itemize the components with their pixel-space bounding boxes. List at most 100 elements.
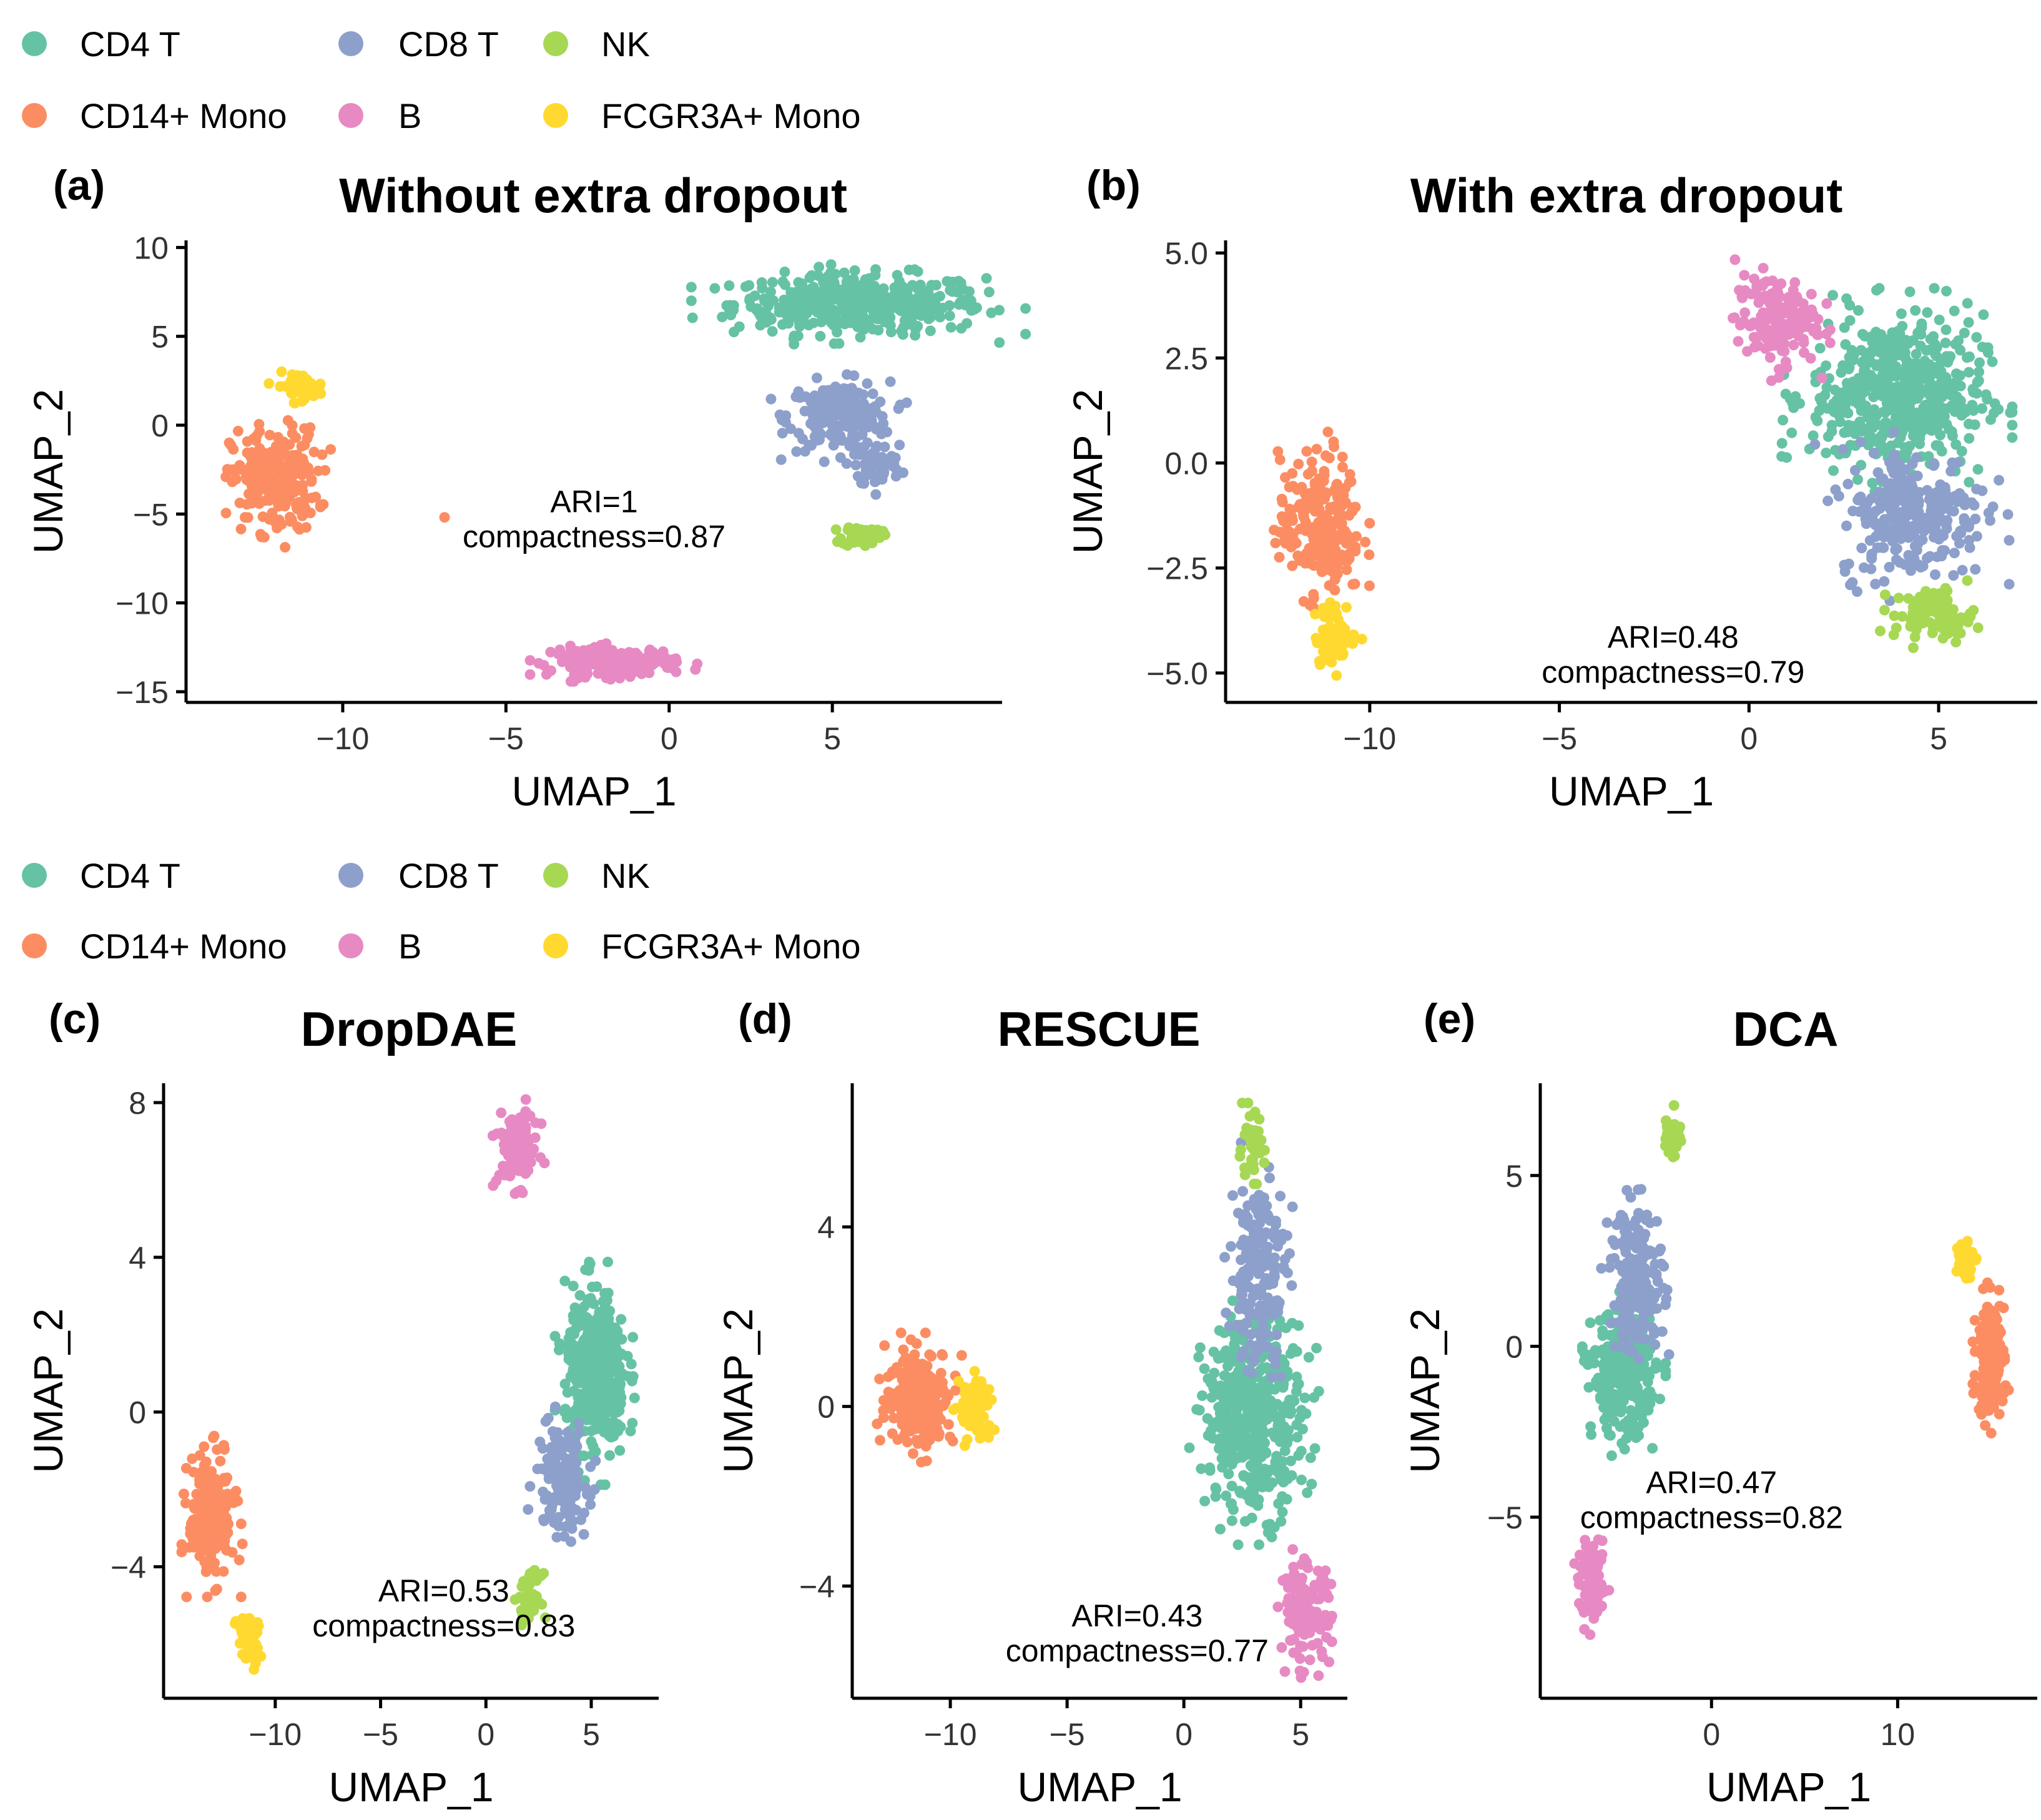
point-b	[692, 658, 703, 669]
legend-label: CD14+ Mono	[80, 96, 287, 135]
point-b	[1776, 345, 1788, 357]
point-nk	[1259, 1144, 1270, 1156]
point-nk	[524, 1568, 536, 1579]
point-cd8t	[1949, 548, 1960, 559]
point-cd4t	[1896, 308, 1907, 319]
point-cd8t	[1970, 564, 1981, 575]
point-cd4t	[885, 312, 896, 323]
point-cd4t	[956, 323, 967, 334]
point-cd4t	[1821, 448, 1832, 458]
point-cd4t	[1309, 1392, 1320, 1403]
point-cd4t	[1899, 442, 1911, 453]
point-cd8t	[1926, 501, 1937, 512]
point-cd14	[272, 523, 283, 534]
point-cd4t	[1856, 403, 1867, 414]
point-cd8t	[1257, 1193, 1268, 1204]
point-cd4t	[849, 265, 860, 276]
ari-annotation: ARI=0.48	[1608, 620, 1739, 655]
point-b	[1296, 1672, 1307, 1683]
point-b	[1821, 298, 1832, 309]
point-b	[530, 1117, 541, 1128]
point-cd8t	[1237, 1186, 1248, 1197]
point-cd14	[1364, 518, 1375, 529]
point-cd8t	[790, 391, 802, 402]
point-cd8t	[839, 413, 850, 424]
point-cd4t	[779, 279, 790, 290]
point-cd4t	[1276, 1474, 1287, 1485]
point-cd4t	[856, 297, 867, 308]
point-cd8t	[1872, 467, 1884, 478]
point-b	[1739, 270, 1750, 281]
point-cd4t	[1963, 317, 1974, 328]
point-cd8t	[858, 478, 870, 489]
point-b	[1320, 1565, 1331, 1577]
point-cd8t	[1907, 482, 1918, 493]
point-cd8t	[1278, 1261, 1289, 1272]
point-cd4t	[890, 288, 902, 299]
y-tick-label: −5	[133, 497, 169, 532]
point-cd4t	[944, 310, 955, 322]
point-b	[502, 1161, 513, 1172]
point-cd8t	[1271, 1329, 1282, 1340]
point-cd14	[303, 467, 314, 478]
point-cd4t	[853, 280, 865, 292]
point-cd14	[1334, 509, 1344, 521]
point-cd4t	[1248, 1490, 1259, 1501]
point-cd8t	[2002, 509, 2014, 520]
point-cd4t	[602, 1256, 613, 1267]
point-cd4t	[790, 303, 800, 315]
point-cd8t	[830, 401, 841, 412]
point-cd8t	[870, 489, 882, 500]
point-cd14	[879, 1340, 890, 1351]
point-cd8t	[819, 397, 830, 408]
panel-title-e: DCA	[1733, 1001, 1839, 1056]
point-cd14	[1347, 506, 1358, 517]
point-cd4t	[1871, 285, 1882, 296]
point-cd14	[908, 1448, 918, 1459]
point-b	[1302, 1606, 1313, 1618]
legend-item-b: B	[338, 96, 421, 135]
point-cd4t	[910, 323, 922, 335]
point-b	[524, 669, 536, 680]
point-cd4t	[1215, 1523, 1226, 1535]
point-cd14	[1317, 559, 1329, 571]
point-cd14	[200, 1480, 211, 1491]
y-tick-label: −4	[111, 1550, 146, 1585]
point-cd8t	[848, 370, 860, 381]
point-cd14	[920, 1377, 932, 1388]
point-cd4t	[1846, 346, 1857, 357]
point-cd4t	[804, 272, 815, 283]
point-cd8t	[1256, 1340, 1267, 1351]
point-cd4t	[1929, 393, 1940, 405]
point-cd8t	[1236, 1299, 1247, 1310]
y-tick-label: 8	[129, 1086, 146, 1121]
point-cd4t	[1871, 327, 1882, 338]
point-fcgr	[1310, 609, 1321, 620]
legend-item-cd8t: CD8 T	[338, 24, 499, 64]
point-cd8t	[893, 403, 904, 414]
point-cd14	[288, 467, 300, 478]
x-tick-label: −10	[1343, 721, 1396, 756]
point-cd4t	[1945, 351, 1956, 362]
point-cd4t	[596, 1318, 607, 1329]
legend-label: CD8 T	[398, 24, 499, 64]
point-fcgr	[957, 1412, 968, 1423]
point-b	[524, 655, 536, 666]
x-tick-label: 10	[1881, 1717, 1916, 1752]
point-nk	[867, 533, 878, 544]
x-axis-label: UMAP_1	[1706, 1764, 1871, 1810]
point-b	[521, 1158, 532, 1169]
point-cd8t	[1994, 475, 2005, 486]
point-fcgr	[1356, 634, 1367, 645]
point-cd14	[194, 1531, 205, 1542]
point-cd8t	[1977, 485, 1988, 496]
point-cd8t	[1247, 1352, 1258, 1364]
point-cd14	[228, 1497, 239, 1508]
point-cd4t	[1940, 324, 1952, 335]
point-cd14	[1322, 426, 1334, 438]
point-cd4t	[1247, 1462, 1258, 1473]
x-tick-label: 5	[1930, 721, 1947, 756]
point-b	[1321, 1631, 1332, 1643]
point-cd4t	[1972, 376, 1983, 388]
